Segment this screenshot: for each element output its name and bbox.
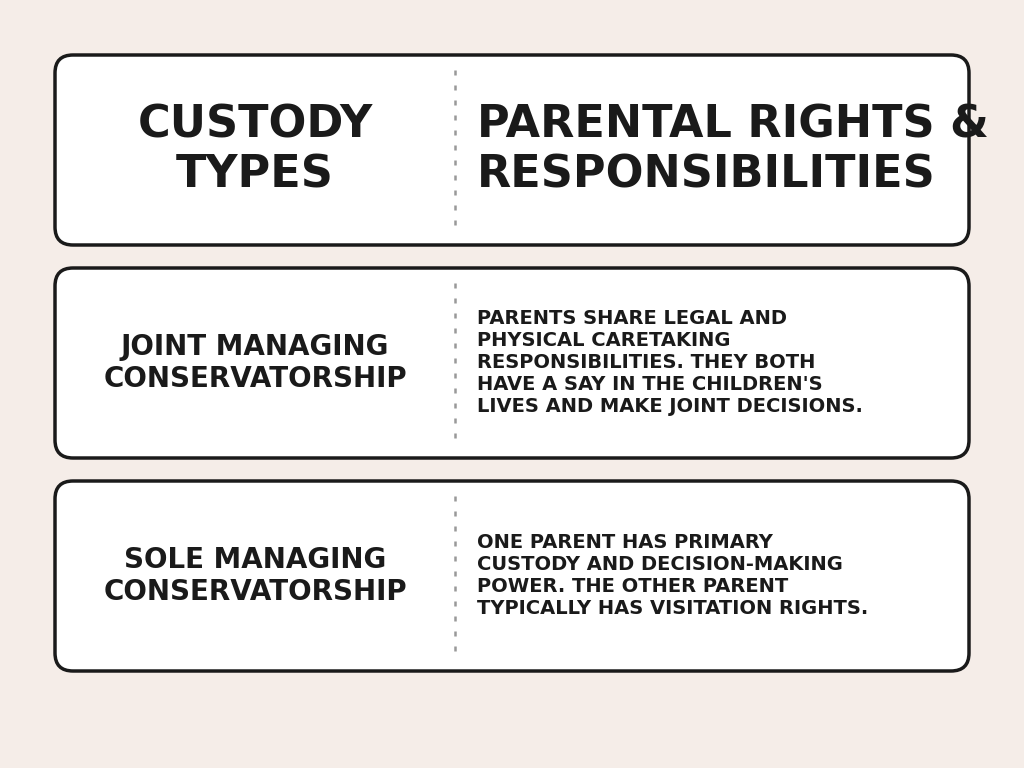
Text: ONE PARENT HAS PRIMARY
CUSTODY AND DECISION-MAKING
POWER. THE OTHER PARENT
TYPIC: ONE PARENT HAS PRIMARY CUSTODY AND DECIS…	[477, 534, 868, 618]
Text: PARENTAL RIGHTS &
RESPONSIBILITIES: PARENTAL RIGHTS & RESPONSIBILITIES	[477, 104, 989, 197]
FancyBboxPatch shape	[55, 481, 969, 671]
Text: CUSTODY
TYPES: CUSTODY TYPES	[137, 104, 373, 197]
Text: PARENTS SHARE LEGAL AND
PHYSICAL CARETAKING
RESPONSIBILITIES. THEY BOTH
HAVE A S: PARENTS SHARE LEGAL AND PHYSICAL CARETAK…	[477, 310, 863, 416]
Text: SOLE MANAGING
CONSERVATORSHIP: SOLE MANAGING CONSERVATORSHIP	[103, 546, 407, 606]
FancyBboxPatch shape	[55, 55, 969, 245]
FancyBboxPatch shape	[55, 268, 969, 458]
Text: JOINT MANAGING
CONSERVATORSHIP: JOINT MANAGING CONSERVATORSHIP	[103, 333, 407, 393]
